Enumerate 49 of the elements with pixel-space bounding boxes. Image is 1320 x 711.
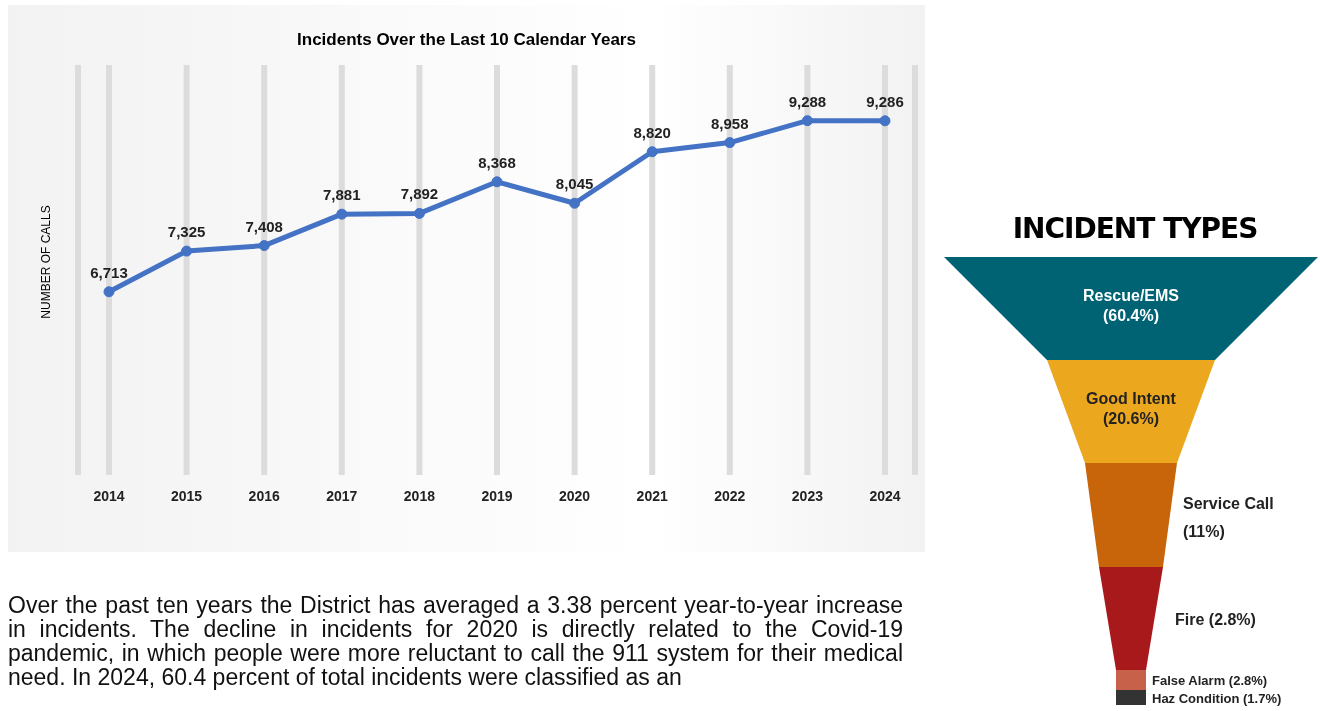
data-label: 7,881 [323, 186, 361, 204]
data-label: 9,286 [866, 92, 904, 110]
x-tick-label: 2023 [791, 487, 824, 504]
data-label: (1.7%) [1243, 690, 1282, 706]
data-label: 6,713 [90, 263, 128, 281]
text: INCIDENT TYPES [1011, 212, 1259, 245]
category-label: Service Call [1183, 495, 1274, 512]
data-label: 7,408 [245, 217, 283, 235]
data-label: (2.8%) [1228, 673, 1268, 688]
x-tick-label: 2022 [714, 487, 746, 504]
text: Over the past ten years the District has averaged a 3.38 percent year-to-year increase in incidents. The decline in incidents for 2020 is directly related to the Covid-19 pandemic, in which people were more reluctant to call the 911 system for their medical need. In 2024, 60.4 percent of total incidents were classified as an [8, 592, 903, 690]
data-label: (20.6%) [1102, 409, 1160, 427]
point [413, 207, 425, 219]
x-tick-label: 2024 [869, 487, 901, 504]
data-label: 8,820 [633, 123, 671, 141]
data-label: (11%) [1183, 523, 1225, 540]
category-label: Haz Condition [1152, 690, 1240, 706]
point [491, 176, 503, 188]
point [336, 208, 348, 220]
point [181, 245, 193, 257]
x-tick-label: 2021 [636, 487, 668, 504]
data-label: 7,325 [167, 223, 206, 241]
category-label: False Alarm [1152, 673, 1226, 688]
x-tick-label: 2014 [93, 487, 125, 504]
x-tick-label: 2019 [481, 487, 513, 504]
data-label: 8,368 [478, 153, 516, 171]
x-tick-label: 2015 [171, 487, 203, 504]
data-label: 9,288 [788, 92, 827, 110]
point [879, 115, 891, 127]
point [646, 146, 658, 158]
x-tick-label: 2016 [248, 487, 280, 504]
x-tick-label: 2020 [559, 487, 591, 504]
point [569, 197, 581, 209]
point [801, 115, 813, 127]
x-tick-label: 2018 [403, 487, 436, 504]
chart-title: Incidents Over the Last 10 Calendar Years [296, 30, 637, 50]
data-label: 7,892 [400, 185, 439, 203]
point [724, 137, 736, 149]
category-label: Good Intent [1086, 389, 1177, 407]
point [103, 286, 115, 298]
category-label: Fire [1175, 610, 1205, 628]
data-label: (60.4%) [1102, 306, 1160, 324]
y-axis-title: NUMBER OF CALLS [39, 204, 53, 321]
point [258, 240, 270, 252]
data-label: 8,045 [555, 175, 594, 193]
data-label: (2.8%) [1208, 610, 1256, 628]
data-label: 8,958 [711, 114, 749, 132]
x-tick-label: 2017 [326, 487, 358, 504]
category-label: Rescue/EMS [1082, 286, 1180, 304]
